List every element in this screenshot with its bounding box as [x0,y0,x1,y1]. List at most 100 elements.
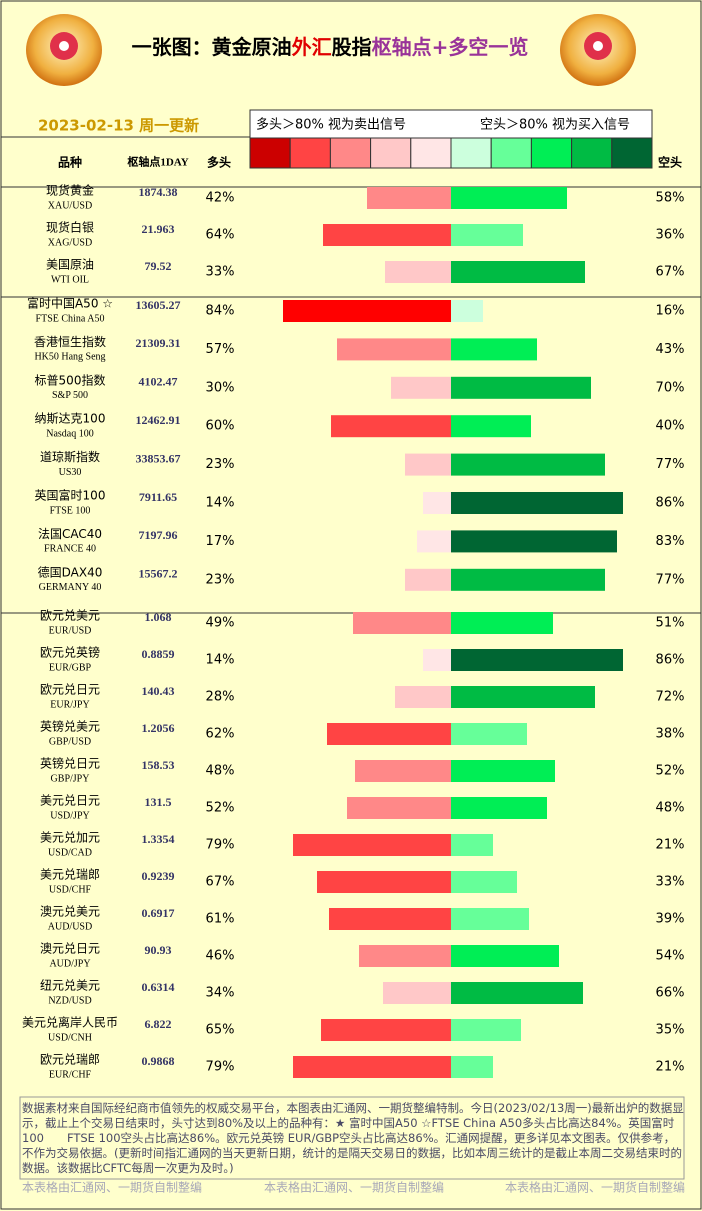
short-label: 51% [656,616,685,631]
long-bar [347,797,451,819]
row-name: 德国DAX40 [38,564,103,579]
legend-swatch [289,137,331,169]
short-bar [451,261,585,283]
row-code: FTSE China A50 [36,313,105,324]
pivot: 7197.96 [139,528,178,542]
row-code: USD/CHF [49,884,92,895]
short-label: 38% [656,727,685,742]
row-code: FRANCE 40 [44,544,96,555]
long-label: 23% [206,572,235,587]
pivot: 0.9239 [142,869,175,883]
short-bar [451,1019,521,1041]
short-bar [451,300,483,322]
pivot: 158.53 [142,758,175,772]
long-label: 14% [206,653,235,668]
long-label: 17% [206,534,235,549]
long-bar [323,224,451,246]
row-name: 纽元兑美元 [40,979,100,993]
long-label: 52% [206,801,235,816]
row-code: EUR/USD [49,625,92,636]
short-bar [451,982,583,1004]
long-label: 34% [206,986,235,1001]
pivot: 7911.65 [139,490,177,504]
pivot: 13605.27 [136,298,181,312]
legend-swatch [410,137,452,169]
pivot: 15567.2 [139,567,178,581]
short-bar [451,834,493,856]
row-name: 美元兑加元 [40,831,100,845]
pivot: 4102.47 [139,375,178,389]
short-label: 67% [656,265,685,280]
long-label: 79% [206,838,235,853]
row-code: EUR/GBP [49,662,92,673]
row-code: EUR/CHF [49,1069,92,1080]
row-name: 英国富时100 [35,488,106,503]
pivot: 0.9868 [142,1054,175,1068]
short-bar [451,760,555,782]
pivot: 0.6314 [142,980,175,994]
row-code: USD/CAD [48,847,92,858]
short-label: 54% [656,949,685,964]
short-bar [451,723,527,745]
row-name: 香港恒生指数 [34,334,106,349]
short-label: 83% [656,534,685,549]
long-label: 67% [206,875,235,890]
watermark: 本表格由汇通网、一期货自制整编 [505,1180,685,1195]
long-bar [327,723,451,745]
row-name: 欧元兑瑞郎 [40,1053,100,1067]
short-bar [451,338,537,361]
row-name: 美国原油 [46,258,94,272]
long-label: 60% [206,419,235,434]
short-bar [451,797,547,819]
long-bar [359,945,451,967]
long-bar [423,649,451,671]
row-name: 富时中国A50 ☆ [27,296,113,311]
date: 2023-02-13 周一更新 [38,117,199,135]
row-code: XAG/USD [48,237,92,248]
short-label: 21% [656,838,685,853]
header-name: 品种 [58,155,82,170]
pivot: 79.52 [145,259,172,273]
short-bar [451,908,529,930]
short-label: 77% [656,457,685,472]
long-bar [391,376,451,399]
row-name: 欧元兑美元 [40,609,100,623]
short-label: 52% [656,764,685,779]
long-bar [395,686,451,708]
pivot: 6.822 [145,1017,172,1031]
long-bar [355,760,451,782]
row-name: 美元兑瑞郎 [40,868,100,882]
legend-swatch [490,137,532,169]
short-label: 35% [656,1023,685,1038]
long-label: 64% [206,228,235,243]
pivot: 21.963 [142,222,175,236]
short-label: 43% [656,342,685,357]
long-label: 65% [206,1023,235,1038]
pivot: 0.6917 [142,906,175,920]
row-name: 澳元兑日元 [40,942,100,956]
header-short: 空头 [658,155,682,170]
long-bar [337,338,451,361]
row-name: 纳斯达克100 [35,412,106,426]
long-bar [417,530,451,553]
row-code: AUD/JPY [49,958,90,969]
short-bar [451,568,605,591]
long-label: 28% [206,690,235,705]
row-code: FTSE 100 [50,505,91,516]
logo-right [560,14,636,86]
long-label: 61% [206,912,235,927]
short-label: 70% [656,380,685,395]
long-label: 79% [206,1060,235,1075]
pivot: 12462.91 [136,413,181,427]
short-bar [451,453,605,476]
legend-swatch [530,137,573,169]
long-bar [331,415,451,438]
row-code: GERMANY 40 [39,582,102,593]
row-name: 澳元兑美元 [40,905,100,919]
long-label: 14% [206,496,235,511]
long-bar [385,261,451,283]
short-bar [451,530,617,553]
long-bar [353,612,451,634]
pivot: 131.5 [145,795,172,809]
short-bar [451,871,517,893]
